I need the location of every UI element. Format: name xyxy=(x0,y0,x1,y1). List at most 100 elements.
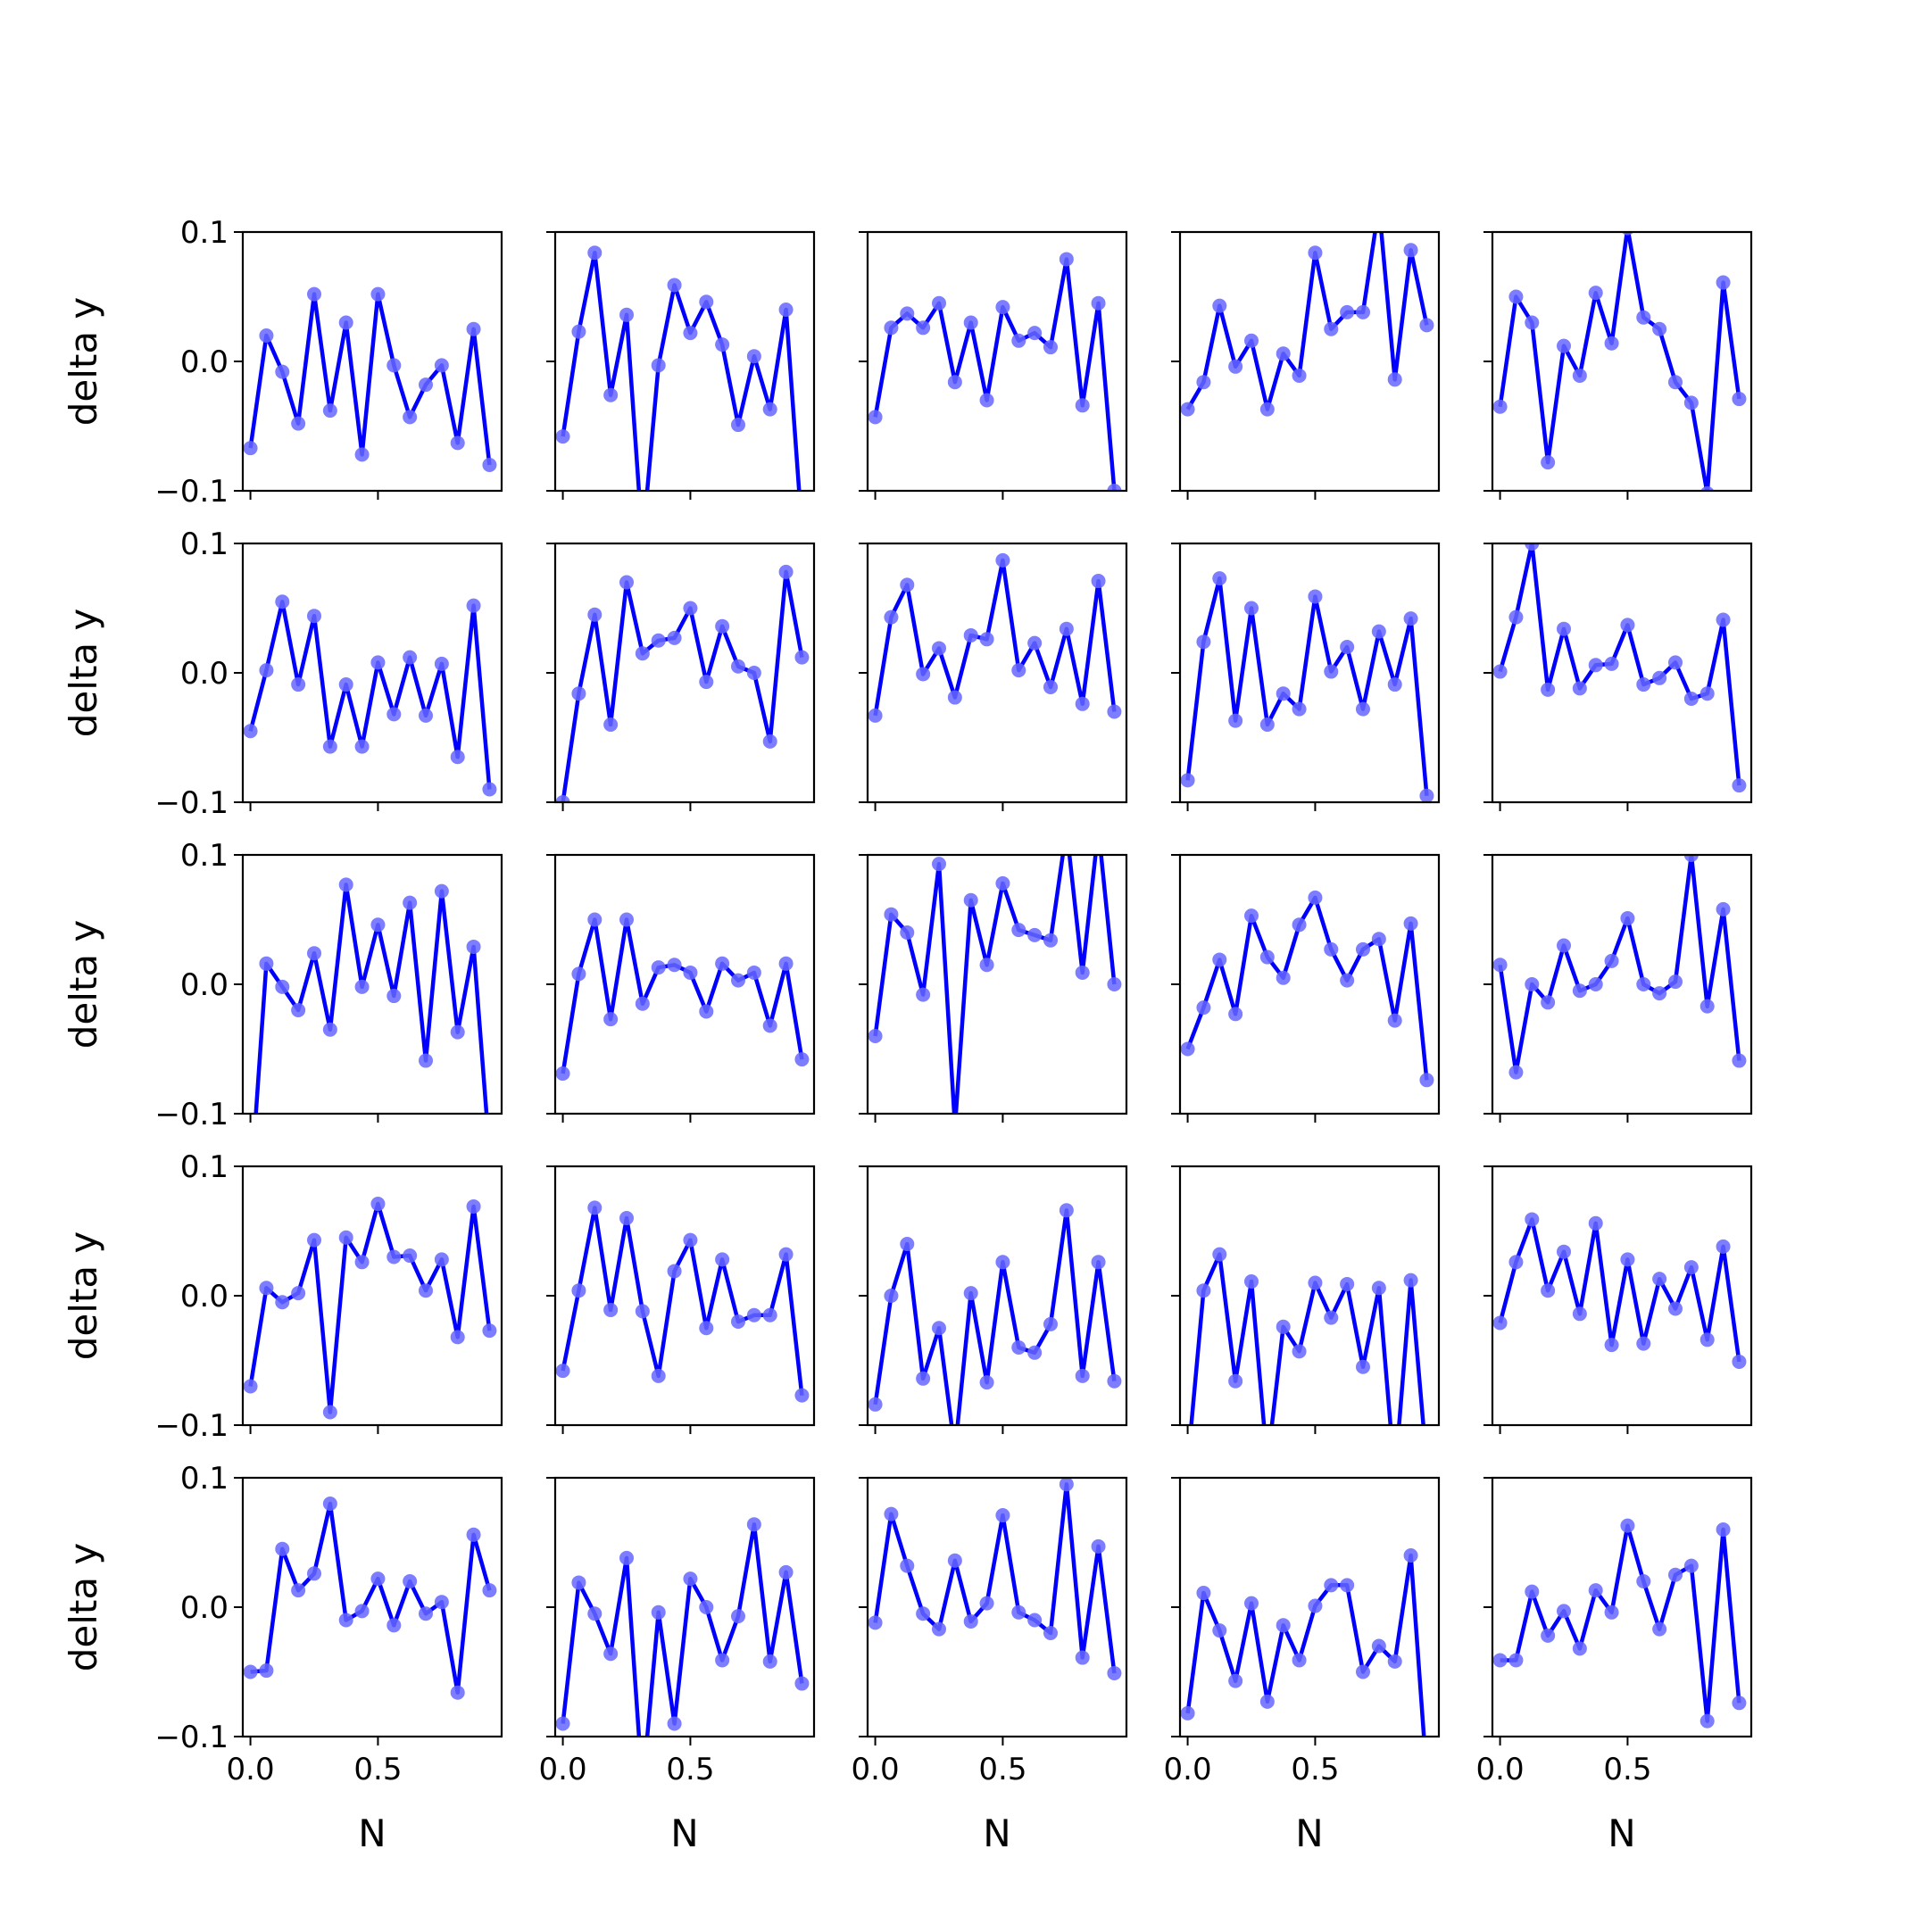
data-point xyxy=(1668,1301,1683,1316)
data-point xyxy=(715,337,730,352)
data-point xyxy=(1181,1457,1195,1472)
data-point xyxy=(778,956,794,971)
data-point xyxy=(1092,822,1106,836)
subplot-frame xyxy=(241,853,503,1115)
data-point xyxy=(683,965,698,980)
data-point xyxy=(619,1550,634,1565)
x-tick-label: 0.5 xyxy=(1291,1752,1339,1787)
data-point xyxy=(868,410,883,425)
subplot-frame xyxy=(1178,1165,1441,1427)
data-point xyxy=(1228,1007,1243,1022)
data-point xyxy=(482,1146,496,1160)
data-point xyxy=(1259,1694,1275,1709)
series-group xyxy=(243,1497,497,1700)
data-point xyxy=(1588,1215,1603,1231)
subplot-r2-c3 xyxy=(859,542,1128,811)
data-point xyxy=(794,523,809,537)
data-point xyxy=(868,1397,883,1412)
data-point xyxy=(762,402,777,417)
data-point xyxy=(1180,773,1195,788)
series-line xyxy=(1185,576,1429,797)
data-point xyxy=(1308,1598,1323,1613)
data-point xyxy=(667,1716,682,1731)
data-point xyxy=(884,609,899,625)
data-point xyxy=(635,1304,650,1319)
data-point xyxy=(1091,1538,1106,1554)
x-tick-label: 0.5 xyxy=(353,1752,402,1787)
data-point xyxy=(354,1604,370,1619)
series-line xyxy=(561,569,804,802)
data-point xyxy=(1652,1272,1667,1287)
data-point xyxy=(715,618,730,634)
series-group xyxy=(868,822,1122,1114)
subplot-frame xyxy=(866,853,1128,1115)
data-point xyxy=(1403,916,1418,931)
data-point xyxy=(555,1364,570,1379)
data-point xyxy=(1699,686,1715,701)
data-point xyxy=(1212,298,1227,313)
data-point xyxy=(963,892,978,908)
data-point xyxy=(571,1575,586,1590)
data-point xyxy=(370,917,386,933)
y-axis-label: delta y xyxy=(62,1543,105,1672)
data-point xyxy=(322,1497,337,1511)
data-point xyxy=(1324,1578,1339,1593)
data-point xyxy=(403,1248,418,1264)
data-point xyxy=(1683,692,1699,706)
subplot-r2-c1: −0.1 0.0 0.1 delta y xyxy=(62,527,503,821)
data-point xyxy=(1356,1664,1370,1679)
data-point xyxy=(746,1307,761,1323)
data-point xyxy=(1356,1359,1370,1374)
data-point xyxy=(979,1375,994,1390)
subplot-r4-c4 xyxy=(1171,1165,1441,1472)
data-point xyxy=(1027,1345,1043,1360)
data-point xyxy=(1011,923,1026,938)
data-point xyxy=(603,1302,619,1317)
data-point xyxy=(275,979,290,994)
data-point xyxy=(1276,686,1291,701)
data-point xyxy=(386,989,402,1004)
data-point xyxy=(1699,1332,1715,1347)
data-point xyxy=(1525,1584,1540,1599)
data-point xyxy=(1716,275,1731,290)
data-point xyxy=(1732,1696,1747,1711)
data-point xyxy=(1508,609,1524,625)
y-tick-label: 0.0 xyxy=(180,1279,229,1314)
series-line xyxy=(873,558,1117,717)
data-point xyxy=(466,1198,481,1214)
series-group xyxy=(555,1200,810,1403)
data-point xyxy=(1011,333,1026,348)
data-point xyxy=(555,1716,570,1731)
x-axis-label: N xyxy=(1608,1812,1635,1855)
data-point xyxy=(778,303,794,317)
data-point xyxy=(419,377,433,393)
x-tick-label: 0.0 xyxy=(852,1752,900,1787)
data-point xyxy=(291,677,306,692)
subplot-frame xyxy=(1491,1165,1753,1427)
data-point xyxy=(1196,1000,1211,1016)
x-axis-label: N xyxy=(358,1812,386,1855)
data-point xyxy=(1372,199,1386,213)
data-point xyxy=(1636,1574,1651,1588)
data-point xyxy=(1324,1310,1339,1325)
data-point xyxy=(1541,682,1556,697)
data-point xyxy=(683,326,698,341)
data-point xyxy=(1387,372,1402,387)
series-line xyxy=(248,600,492,790)
data-point xyxy=(1059,252,1074,267)
data-point xyxy=(1027,927,1043,942)
data-point xyxy=(434,883,449,899)
data-point xyxy=(699,294,714,310)
data-point xyxy=(482,458,497,472)
data-point xyxy=(307,1566,321,1581)
series-group xyxy=(1492,1212,1747,1369)
series-line xyxy=(1189,1252,1425,1425)
data-point xyxy=(1292,701,1307,717)
y-tick-label: 0.1 xyxy=(180,527,229,562)
data-point xyxy=(762,1018,777,1033)
data-point xyxy=(1324,941,1339,957)
data-point xyxy=(1492,664,1508,679)
data-point xyxy=(1541,455,1556,470)
data-point xyxy=(1259,402,1275,417)
data-point xyxy=(916,1371,931,1386)
